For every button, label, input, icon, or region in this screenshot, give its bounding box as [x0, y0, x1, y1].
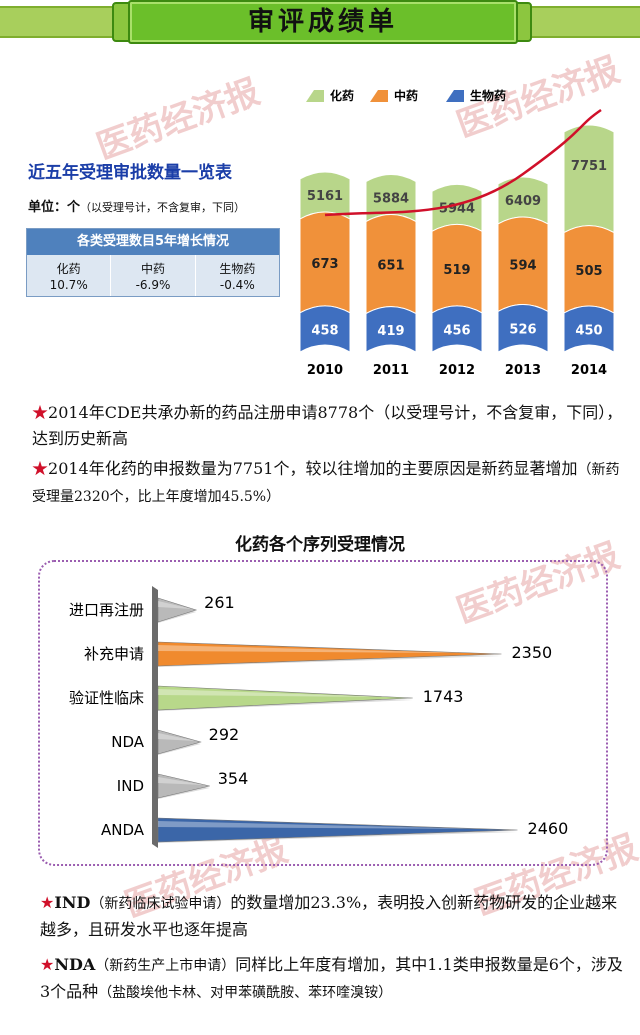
- growth-cell-value: 10.7%: [49, 278, 88, 292]
- unit-text: 单位：个: [28, 200, 81, 215]
- paragraph-text: 的数量增加23.3%，表明投入创新药物研发的企业越来越多，且研发水平也逐年提高: [40, 893, 618, 939]
- data-label: 261: [204, 593, 235, 612]
- x-tick-label: 2011: [373, 363, 409, 378]
- y-axis: [152, 586, 158, 848]
- horizontal-bar-chart: 进口再注册 261 补充申请 2350 验证性临床 1743 NDA 292 IND 354 AND…: [69, 586, 569, 848]
- paragraph-note: （盐酸埃他卡林、对甲苯磺酰胺、苯环喹溴铵）: [98, 985, 393, 1001]
- x-tick-label: 2013: [505, 363, 541, 378]
- bar-highlight: [158, 689, 388, 697]
- growth-cell: 中药 -6.9%: [111, 255, 196, 296]
- x-tick-label: 2010: [307, 363, 343, 378]
- x-tick-label: 2014: [571, 363, 607, 378]
- paragraph-note: （新药受理量2320个，比上年度增加45.5%）: [32, 462, 620, 505]
- bar: [157, 597, 198, 623]
- bar-segment: [563, 124, 615, 234]
- data-label: 2460: [528, 819, 569, 838]
- legend-swatch: [370, 90, 388, 102]
- y-tick-label: 进口再注册: [69, 601, 144, 619]
- data-label: 7751: [571, 159, 607, 174]
- paragraph-text: 2014年化药的申报数量为7751个，较以往增加的主要原因是新药显著增加: [48, 459, 578, 478]
- paragraph-chem-drugs: ★2014年化药的申报数量为7751个，较以往增加的主要原因是新药显著增加（新药…: [32, 456, 630, 510]
- bar-segment: [563, 305, 615, 353]
- legend-label: 生物药: [470, 88, 506, 103]
- bar-segment: [431, 305, 483, 353]
- growth-cell-name: 生物药: [219, 262, 256, 276]
- page-title: 审评成绩单: [128, 0, 518, 44]
- data-label: 6409: [505, 194, 541, 209]
- data-label: 458: [311, 323, 338, 338]
- bar-segment: [365, 306, 417, 353]
- bar: [157, 729, 202, 755]
- bar: [157, 773, 210, 799]
- legend-label: 中药: [394, 88, 418, 103]
- star-icon: ★: [40, 955, 55, 974]
- legend-swatch: [446, 90, 464, 102]
- star-icon: ★: [32, 403, 49, 422]
- unit-label: 单位：个（以受理号计，不含复审，下同）: [28, 196, 245, 215]
- bar-segment: [299, 305, 351, 353]
- growth-cell-name: 中药: [140, 262, 165, 276]
- bar: [157, 641, 502, 667]
- y-tick-label: 补充申请: [84, 645, 144, 663]
- data-label: 456: [443, 323, 470, 338]
- paragraph-note: （新药生产上市申请）: [95, 958, 236, 974]
- growth-cell-value: -0.4%: [219, 278, 255, 292]
- data-label: 292: [209, 725, 240, 744]
- growth-table-title: 各类受理数目5年增长情况: [27, 229, 279, 255]
- data-label: 419: [377, 324, 404, 339]
- data-label: 1743: [423, 687, 464, 706]
- star-icon: ★: [40, 893, 55, 912]
- growth-cell: 化药 10.7%: [27, 255, 112, 296]
- growth-cell: 生物药 -0.4%: [196, 255, 279, 296]
- data-label: 519: [443, 263, 470, 278]
- bar-highlight: [158, 777, 205, 785]
- star-icon: ★: [32, 459, 49, 478]
- data-label: 594: [509, 259, 536, 274]
- data-label: 651: [377, 259, 404, 274]
- paragraph-text: 2014年CDE共承办新的药品注册申请8778个（以受理号计，不含复审，下同），…: [32, 403, 623, 448]
- y-tick-label: IND: [117, 777, 144, 795]
- data-label: 5161: [307, 189, 343, 204]
- y-tick-label: ANDA: [101, 821, 145, 839]
- bar-segment: [497, 303, 549, 353]
- chem-series-chart-frame: 进口再注册 261 补充申请 2350 验证性临床 1743 NDA 292 IND 354 AND…: [38, 560, 608, 866]
- growth-cell-value: -6.9%: [135, 278, 171, 292]
- data-label: 2350: [511, 643, 552, 662]
- y-tick-label: 验证性临床: [69, 689, 144, 707]
- chem-series-chart-title: 化药各个序列受理情况: [235, 535, 405, 555]
- growth-cell-name: 化药: [56, 262, 81, 276]
- bar-highlight: [158, 733, 197, 741]
- overview-title: 近五年受理审批数量一览表: [28, 163, 232, 183]
- bar-highlight: [158, 821, 482, 829]
- paragraph-text: 同样比上年度有增加，其中1.1类申报数量是6个，涉及3个品种: [40, 955, 623, 1001]
- data-label: 450: [575, 324, 602, 339]
- paragraph-nda: ★NDA（新药生产上市申请）同样比上年度有增加，其中1.1类申报数量是6个，涉及…: [40, 952, 630, 1006]
- bar-highlight: [158, 645, 468, 653]
- bar-highlight: [158, 601, 193, 609]
- watermark: 医药经济报: [91, 71, 265, 168]
- trend-line: [324, 108, 602, 217]
- legend-label: 化药: [330, 88, 354, 103]
- paragraph-note: （新药临床试验申请）: [90, 896, 231, 912]
- bar: [157, 817, 518, 843]
- paragraph-lead: NDA: [54, 955, 96, 974]
- paragraph-ind: ★IND（新药临床试验申请）的数量增加23.3%，表明投入创新药物研发的企业越来…: [40, 890, 630, 943]
- data-label: 5884: [373, 192, 409, 207]
- growth-table: 各类受理数目5年增长情况 化药 10.7% 中药 -6.9% 生物药 -0.4%: [26, 228, 280, 297]
- paragraph-cde-total: ★2014年CDE共承办新的药品注册申请8778个（以受理号计，不含复审，下同）…: [32, 400, 630, 452]
- y-tick-label: NDA: [111, 733, 145, 751]
- x-tick-label: 2012: [439, 363, 475, 378]
- stacked-bar-chart: 化药 中药 生物药 5161 673 458 2010 5884 651 419 2011 594 45…: [299, 88, 615, 378]
- unit-note: （以受理号计，不含复审，下同）: [80, 201, 246, 214]
- data-label: 354: [218, 769, 249, 788]
- header-banner: 审评成绩单: [0, 0, 640, 44]
- data-label: 526: [509, 323, 536, 338]
- data-label: 505: [575, 264, 602, 279]
- growth-table-row: 化药 10.7% 中药 -6.9% 生物药 -0.4%: [27, 255, 279, 296]
- paragraph-lead: IND: [54, 893, 91, 912]
- legend-swatch: [306, 90, 324, 102]
- data-label: 673: [311, 257, 338, 272]
- bar: [157, 685, 413, 711]
